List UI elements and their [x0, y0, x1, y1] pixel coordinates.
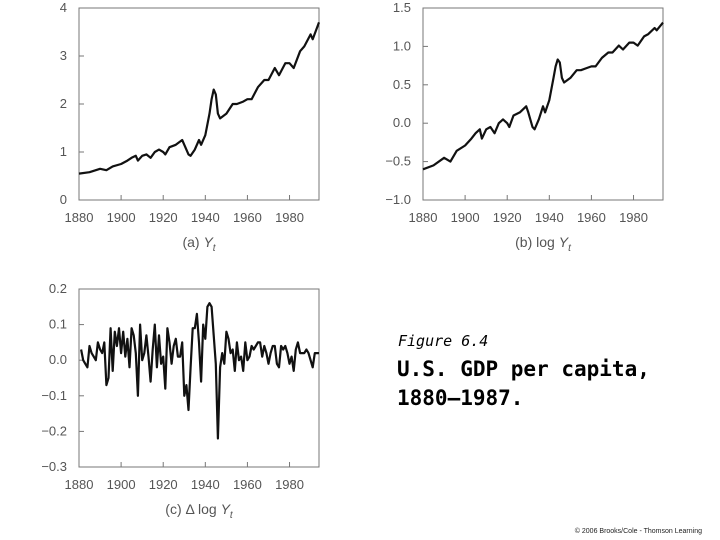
chart-a-ytick-label: 1 [60, 144, 67, 159]
copyright-notice: © 2006 Brooks/Cole - Thomson Learning [574, 528, 702, 535]
chart-b-ytick-label: 1.0 [393, 38, 411, 53]
chart-b-frame [422, 7, 664, 201]
chart-b-ytick-label: 0.0 [393, 115, 411, 130]
chart-c-xtick-label: 1880 [65, 477, 94, 492]
chart-a-xtick-label: 1920 [149, 210, 178, 225]
chart-a-xtick-label: 1960 [233, 210, 262, 225]
chart-c-series-line [80, 302, 319, 440]
chart-a-caption: (a) Yt [182, 234, 216, 254]
chart-c: −0.3 −0.2 −0.1 0.0 0.1 0.2 1880 1900 1920 1940 196… [41, 281, 320, 521]
chart-a-ytick-label: 0 [60, 192, 67, 207]
chart-a-xtick-label: 1880 [65, 210, 94, 225]
chart-c-xtick-label: 1900 [107, 477, 136, 492]
chart-b-xtick-label: 1920 [493, 210, 522, 225]
chart-a-xtick-label: 1940 [191, 210, 220, 225]
chart-b-xtick-label: 1900 [451, 210, 480, 225]
chart-c-xtick-label: 1940 [191, 477, 220, 492]
chart-b-ytick-label: −1.0 [385, 192, 411, 207]
chart-b-ytick-label: 0.5 [393, 77, 411, 92]
chart-b-ytick-label: −0.5 [385, 154, 411, 169]
chart-b-xtick-label: 1980 [619, 210, 648, 225]
figure-label: Figure 6.4 [398, 332, 489, 350]
chart-c-ytick-label: −0.1 [41, 388, 67, 403]
chart-a-ytick-label: 2 [60, 96, 67, 111]
chart-a-xtick-label: 1980 [275, 210, 304, 225]
chart-c-ytick-label: −0.2 [41, 423, 67, 438]
chart-b-caption: (b) log Yt [515, 234, 572, 254]
chart-c-caption: (c) Δ log Yt [165, 501, 234, 521]
chart-c-ytick-label: 0.2 [49, 281, 67, 296]
chart-a-xtick-label: 1900 [107, 210, 136, 225]
chart-a-ytick-label: 3 [60, 48, 67, 63]
chart-b-series-line [422, 21, 664, 171]
chart-b-ytick-label: 1.5 [393, 0, 411, 15]
chart-c-frame [78, 288, 320, 468]
chart-c-xtick-label: 1960 [233, 477, 262, 492]
chart-b-xtick-label: 1880 [409, 210, 438, 225]
chart-b-xtick-label: 1940 [535, 210, 564, 225]
chart-a: 0 1 2 3 4 1880 1900 1920 1940 1960 1980 (a) Yt [60, 0, 321, 254]
chart-c-xtick-label: 1920 [149, 477, 178, 492]
chart-b-xtick-label: 1960 [577, 210, 606, 225]
figure-title: U.S. GDP per capita, 1880–1987. [397, 357, 650, 410]
chart-a-series-line [78, 22, 321, 175]
chart-c-ytick-label: 0.1 [49, 317, 67, 332]
chart-c-ytick-label: 0.0 [49, 352, 67, 367]
chart-b: −1.0 −0.5 0.0 0.5 1.0 1.5 1880 1900 1920 1940 1960… [385, 0, 664, 254]
chart-c-xtick-label: 1980 [275, 477, 304, 492]
chart-c-ytick-label: −0.3 [41, 459, 67, 474]
chart-a-ytick-label: 4 [60, 0, 67, 15]
